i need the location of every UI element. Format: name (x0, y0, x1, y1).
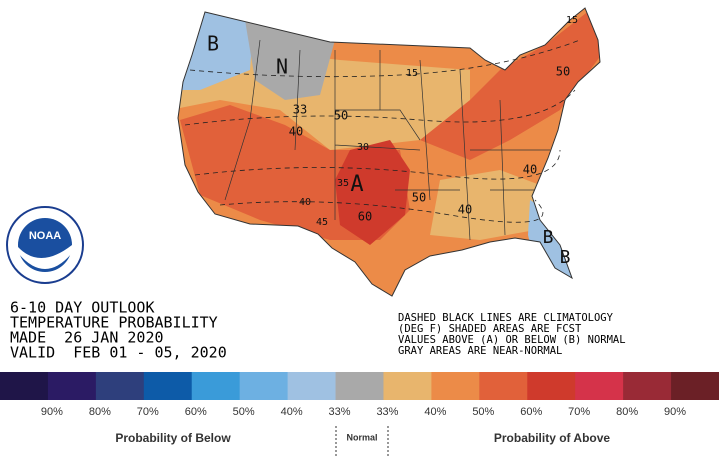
legend-label: 70% (137, 406, 159, 418)
map-label: N (276, 55, 288, 79)
legend-label: 33% (376, 406, 398, 418)
legend-swatch (575, 372, 624, 400)
legend-swatch (671, 372, 719, 400)
legend-swatch (95, 372, 145, 400)
map-label: 15 (566, 15, 578, 26)
region-below-fl (528, 200, 580, 285)
noaa-logo: NOAA (6, 206, 84, 284)
title-line: 6-10 DAY OUTLOOK (10, 299, 155, 317)
legend-swatch (335, 372, 384, 400)
note-line: DASHED BLACK LINES ARE CLIMATOLOGY (398, 312, 614, 324)
map-label: 40 (299, 197, 311, 208)
map-label: 40 (458, 203, 472, 217)
map-label: 50 (334, 109, 348, 123)
legend-label: 40% (424, 406, 446, 418)
map-label: 40 (289, 125, 303, 139)
map-label: 60 (358, 210, 372, 224)
legend-swatch (479, 372, 528, 400)
legend-label: 80% (616, 406, 638, 418)
legend-label: 40% (281, 406, 303, 418)
map-label: 40 (523, 163, 537, 177)
map-label: 45 (316, 217, 328, 228)
map-label: 30 (357, 142, 369, 153)
map-label: B (207, 32, 219, 56)
map-label: 33 (293, 103, 307, 117)
note-line: VALUES ABOVE (A) OR BELOW (B) NORMAL (398, 334, 626, 346)
legend-swatch (383, 372, 432, 400)
map-label: B (543, 227, 554, 248)
legend-swatch (431, 372, 480, 400)
legend-label: 60% (520, 406, 542, 418)
logo-text: NOAA (29, 230, 61, 242)
climatology-lines (184, 39, 581, 223)
legend-swatch (47, 372, 97, 400)
state-lines (177, 7, 601, 297)
legend-swatch (191, 372, 241, 400)
legend-swatch (239, 372, 289, 400)
legend-label: 33% (329, 406, 351, 418)
map-label: 35 (337, 178, 349, 189)
title-line: TEMPERATURE PROBABILITY (10, 314, 218, 332)
legend-label: 80% (89, 406, 111, 418)
legend-below: Probability of Below (115, 431, 231, 445)
legend-swatch (0, 372, 49, 400)
map-label: 50 (412, 191, 426, 205)
map-label: B (560, 247, 571, 268)
region-40se (430, 170, 540, 240)
legend-above: Probability of Above (494, 431, 611, 445)
title-line: MADE 26 JAN 2020 (10, 329, 164, 347)
map-label: A (350, 172, 363, 197)
region-70 (335, 140, 410, 245)
region-normal (245, 20, 335, 100)
title-line: VALID FEB 01 - 05, 2020 (10, 344, 227, 362)
legend-label: 90% (41, 406, 63, 418)
legend-label: 50% (233, 406, 255, 418)
legend-swatch (527, 372, 576, 400)
legend-label: 50% (472, 406, 494, 418)
legend-label: 90% (664, 406, 686, 418)
map-label: 15 (406, 68, 418, 79)
legend-swatch (287, 372, 337, 400)
note-line: GRAY AREAS ARE NEAR-NORMAL (398, 345, 562, 357)
note-line: (DEG F) SHADED AREAS ARE FCST (398, 323, 582, 335)
legend-normal: Normal (346, 432, 377, 442)
legend-swatch (143, 372, 193, 400)
legend-label: 70% (568, 406, 590, 418)
legend-swatch (623, 372, 672, 400)
legend-label: 60% (185, 406, 207, 418)
map-label: 50 (556, 65, 570, 79)
